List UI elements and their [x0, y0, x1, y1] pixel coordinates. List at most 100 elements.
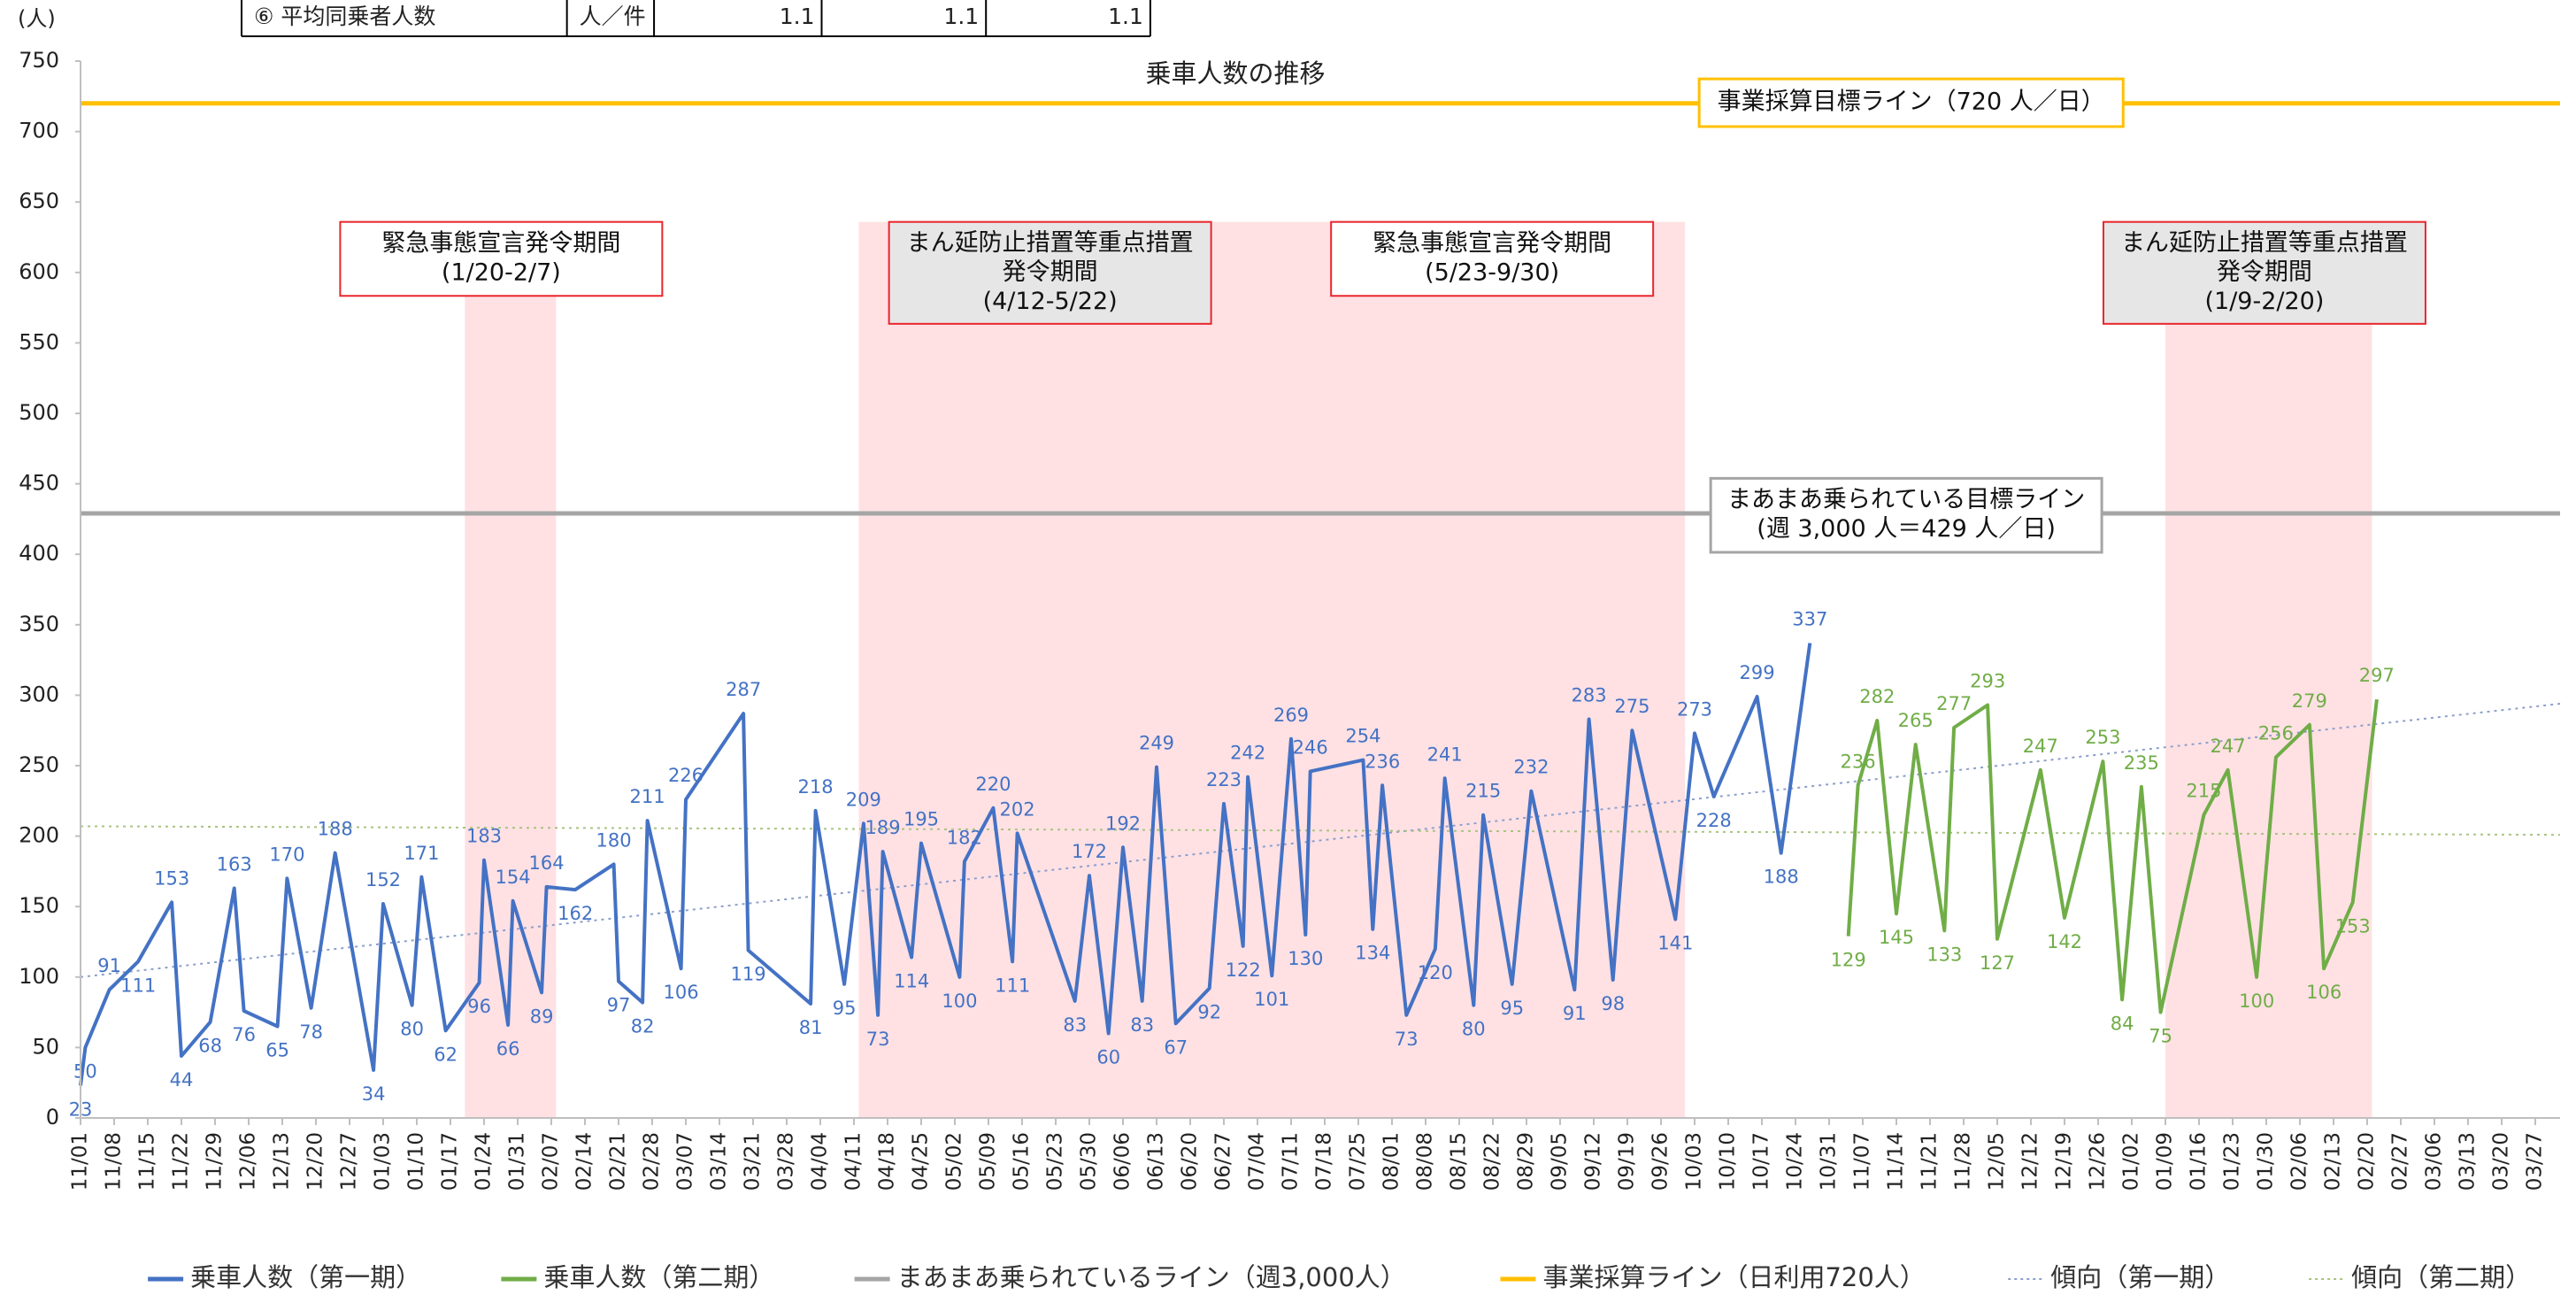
x-tick-label: 03/07 — [674, 1132, 697, 1191]
data-label: 188 — [1764, 867, 1799, 888]
legend-label: 事業採算ライン（日利用720人） — [1542, 1262, 1925, 1292]
data-label: 164 — [529, 852, 565, 874]
y-tick-label: 150 — [19, 893, 59, 918]
data-label: 192 — [1105, 813, 1141, 834]
period-label: まん延防止措置等重点措置 — [2121, 229, 2408, 257]
x-tick-label: 01/02 — [2120, 1132, 2143, 1191]
x-tick-label: 04/04 — [809, 1132, 832, 1191]
data-label: 111 — [995, 975, 1030, 996]
data-label: 283 — [1572, 684, 1607, 705]
data-label: 273 — [1677, 698, 1712, 720]
data-label: 265 — [1898, 710, 1934, 731]
x-tick-label: 01/16 — [2188, 1132, 2211, 1191]
period-label: 発令期間 — [2217, 258, 2312, 286]
x-tick-label: 02/13 — [2322, 1132, 2345, 1191]
data-label: 96 — [467, 996, 491, 1017]
x-tick-label: 03/21 — [742, 1132, 765, 1191]
data-label: 100 — [942, 991, 977, 1012]
data-label: 133 — [1926, 944, 1962, 965]
data-label: 182 — [947, 827, 982, 848]
y-unit: (人) — [18, 6, 56, 31]
data-label: 153 — [154, 867, 189, 889]
x-tick-label: 12/20 — [304, 1132, 327, 1191]
data-label: 211 — [630, 786, 665, 807]
x-tick-label: 03/28 — [775, 1132, 798, 1191]
x-tick-label: 02/20 — [2356, 1132, 2379, 1191]
data-label: 220 — [975, 774, 1011, 795]
x-tick-label: 08/15 — [1448, 1132, 1471, 1191]
period-label: 緊急事態宣言発令期間 — [381, 229, 620, 257]
reference-label: (週 3,000 人＝429 人／日) — [1757, 515, 2056, 543]
x-tick-label: 03/20 — [2490, 1132, 2513, 1191]
data-label: 249 — [1139, 733, 1174, 754]
data-label: 247 — [2023, 736, 2058, 757]
data-label: 106 — [2306, 982, 2341, 1003]
x-tick-label: 10/10 — [1717, 1132, 1740, 1191]
x-tick-label: 09/05 — [1549, 1132, 1572, 1191]
x-tick-label: 02/27 — [2389, 1132, 2412, 1191]
data-label: 73 — [1395, 1029, 1419, 1050]
data-label: 256 — [2258, 722, 2294, 744]
data-label: 299 — [1740, 662, 1775, 683]
x-tick-label: 12/27 — [338, 1132, 361, 1191]
period-label: 緊急事態宣言発令期間 — [1373, 229, 1611, 257]
trend-line — [80, 825, 2561, 836]
x-tick-label: 02/28 — [641, 1132, 664, 1191]
data-label: 83 — [1063, 1014, 1087, 1036]
data-label: 76 — [232, 1024, 256, 1045]
x-tick-label: 11/01 — [69, 1132, 92, 1191]
y-tick-label: 700 — [19, 119, 59, 143]
data-label: 236 — [1841, 751, 1876, 772]
data-label: 120 — [1418, 962, 1453, 983]
x-tick-label: 05/16 — [1011, 1132, 1034, 1191]
data-label: 114 — [894, 971, 929, 992]
data-label: 154 — [496, 867, 531, 888]
x-tick-label: 07/25 — [1347, 1132, 1370, 1191]
data-label: 98 — [1601, 993, 1625, 1014]
data-label: 279 — [2292, 690, 2327, 712]
period-label: 発令期間 — [1003, 258, 1098, 286]
x-tick-label: 12/13 — [271, 1132, 294, 1191]
table-cell: 1.1 — [1108, 4, 1143, 29]
series-line — [79, 643, 1812, 1086]
data-label: 95 — [1500, 998, 1524, 1019]
x-tick-label: 11/22 — [170, 1132, 193, 1191]
data-label: 218 — [798, 776, 834, 798]
x-tick-label: 04/11 — [842, 1132, 865, 1191]
x-tick-label: 12/05 — [1986, 1132, 2009, 1191]
x-tick-label: 02/14 — [573, 1132, 596, 1191]
data-label: 127 — [1980, 952, 2015, 974]
data-label: 253 — [2085, 727, 2120, 748]
data-label: 235 — [2124, 752, 2159, 774]
y-tick-label: 600 — [19, 259, 59, 284]
x-tick-label: 04/18 — [876, 1132, 899, 1191]
y-tick-label: 200 — [19, 823, 59, 848]
data-label: 153 — [2335, 915, 2371, 937]
x-tick-label: 05/30 — [1078, 1132, 1101, 1191]
reference-box — [1709, 476, 2103, 554]
x-tick-label: 01/10 — [405, 1132, 428, 1191]
data-label: 209 — [846, 789, 881, 810]
period-box — [888, 220, 1212, 325]
x-tick-label: 08/08 — [1414, 1132, 1437, 1191]
y-tick-label: 450 — [19, 471, 59, 496]
chart-title: 乗車人数の推移 — [1145, 58, 1325, 89]
x-tick-label: 08/01 — [1380, 1132, 1403, 1191]
data-label: 134 — [1355, 943, 1390, 964]
x-tick-label: 08/29 — [1515, 1132, 1538, 1191]
reference-label: 事業採算目標ライン（720 人／日） — [1718, 89, 2105, 116]
data-label: 91 — [97, 955, 121, 976]
data-label: 81 — [799, 1017, 823, 1038]
x-tick-label: 01/17 — [439, 1132, 462, 1191]
x-tick-label: 11/07 — [1851, 1132, 1874, 1191]
data-label: 183 — [466, 826, 502, 847]
x-tick-label: 11/14 — [1885, 1132, 1908, 1191]
reference-box — [1697, 77, 2125, 128]
x-tick-label: 03/14 — [708, 1132, 731, 1191]
x-tick-label: 07/04 — [1246, 1132, 1269, 1191]
data-label: 141 — [1657, 933, 1693, 954]
x-tick-label: 11/15 — [136, 1132, 159, 1191]
x-tick-label: 09/12 — [1582, 1132, 1605, 1191]
data-label: 202 — [1000, 798, 1035, 820]
